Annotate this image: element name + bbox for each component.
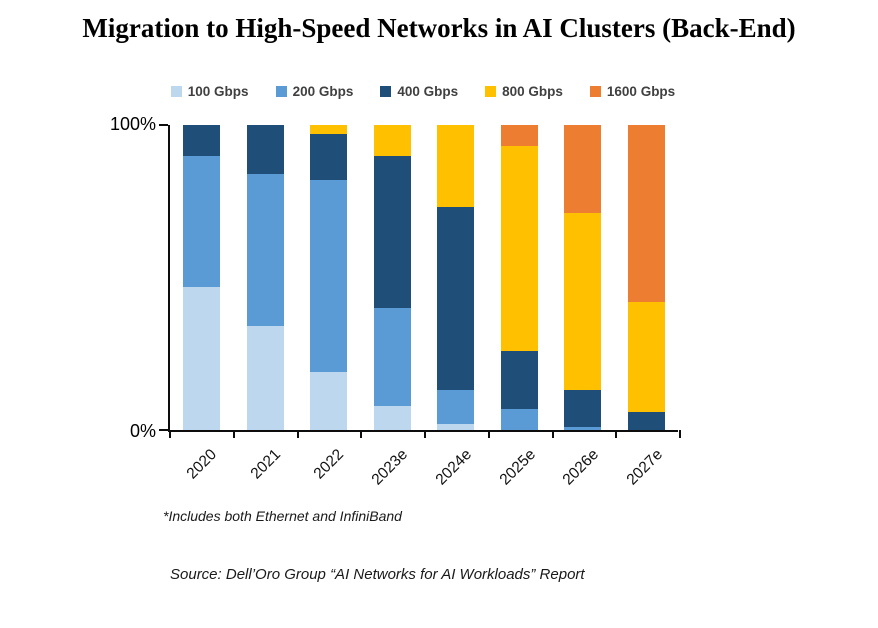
legend-label-800-gbps: 800 Gbps: [502, 84, 563, 99]
legend-swatch-400-gbps: [380, 86, 392, 97]
chart-title: Migration to High-Speed Networks in AI C…: [82, 13, 796, 43]
footnote: *Includes both Ethernet and InfiniBand: [163, 508, 402, 524]
bar-segment-2026e-1600-gbps: [564, 125, 602, 214]
stacked-bar-2022: [310, 125, 348, 430]
x-axis-tick-8: [679, 430, 681, 438]
bar-segment-2024e-400-gbps: [437, 207, 475, 391]
legend-item-100-gbps: 100 Gbps: [170, 84, 249, 99]
bar-segment-2022-200-gbps: [310, 179, 348, 373]
bar-segment-2020-400-gbps: [183, 125, 221, 156]
bar-slot-2023e: [361, 125, 425, 430]
x-axis-tick-3: [360, 430, 363, 438]
legend-item-800-gbps: 800 Gbps: [485, 84, 563, 99]
y-axis-label-0: 0%: [129, 421, 156, 441]
y-axis-label-100: 100%: [109, 114, 156, 134]
legend-label-100-gbps: 100 Gbps: [187, 84, 249, 99]
legend-label-400-gbps: 400 Gbps: [397, 84, 459, 99]
bar-segment-2025e-1600-gbps: [500, 125, 538, 147]
stacked-bar-2025e: [500, 125, 538, 430]
bar-segment-2027e-1600-gbps: [627, 125, 665, 302]
x-axis-tick-5: [487, 430, 490, 438]
x-axis-tick-6: [551, 430, 554, 438]
bar-segment-2023e-800-gbps: [373, 125, 411, 156]
x-axis-tick-4: [424, 430, 426, 438]
bar-segment-2023e-400-gbps: [373, 155, 411, 309]
bar-group: [170, 125, 678, 430]
x-axis-tick-1: [232, 430, 235, 438]
bar-slot-2021: [234, 125, 298, 430]
bar-slot-2020: [170, 125, 234, 430]
bar-slot-2025e: [488, 125, 552, 430]
bar-segment-2025e-800-gbps: [500, 146, 538, 351]
bar-segment-2020-200-gbps: [183, 155, 221, 287]
legend-swatch-1600-gbps: [589, 86, 601, 97]
bar-segment-2026e-800-gbps: [564, 213, 602, 391]
bar-segment-2024e-100-gbps: [437, 423, 475, 430]
bar-segment-2025e-400-gbps: [500, 350, 538, 409]
y-axis-tick-bottom: [159, 429, 168, 431]
plot-area: [159, 124, 681, 438]
bar-slot-2027e: [615, 125, 679, 430]
bar-slot-2024e: [424, 125, 488, 430]
x-axis-label-2026e: 2026e: [559, 446, 603, 489]
bar-segment-2021-200-gbps: [246, 173, 284, 327]
x-axis-label-2025e: 2025e: [496, 446, 539, 489]
bar-segment-2026e-200-gbps: [564, 426, 602, 430]
bar-segment-2021-400-gbps: [246, 125, 284, 174]
stacked-bar-2024e: [437, 125, 475, 430]
legend-label-1600-gbps: 1600 Gbps: [606, 84, 676, 99]
bar-segment-2020-100-gbps: [183, 286, 221, 430]
y-axis-tick-top: [159, 124, 168, 126]
stacked-bar-2026e: [564, 125, 602, 430]
legend-item-400-gbps: 400 Gbps: [380, 84, 458, 99]
legend-item-1600-gbps: 1600 Gbps: [589, 84, 676, 99]
x-axis-tick-7: [615, 430, 618, 438]
bar-segment-2026e-400-gbps: [564, 390, 602, 427]
bar-segment-2025e-200-gbps: [500, 408, 538, 430]
x-axis-label-2024e: 2024e: [432, 446, 475, 489]
bar-slot-2022: [297, 125, 361, 430]
legend-item-200-gbps: 200 Gbps: [275, 84, 354, 99]
bar-segment-2021-100-gbps: [246, 326, 284, 430]
bar-segment-2024e-800-gbps: [437, 125, 475, 208]
stacked-bar-2027e: [627, 125, 665, 430]
x-axis-tick-0: [169, 430, 171, 438]
bar-segment-2027e-800-gbps: [627, 301, 665, 412]
bar-segment-2022-800-gbps: [310, 125, 348, 135]
bar-segment-2023e-100-gbps: [373, 405, 411, 430]
stacked-bar-2023e: [373, 125, 411, 430]
legend-swatch-100-gbps: [170, 86, 182, 97]
bar-segment-2027e-400-gbps: [627, 411, 665, 430]
x-axis-tick-2: [296, 430, 299, 438]
stacked-bar-2020: [183, 125, 221, 430]
legend-swatch-200-gbps: [275, 86, 287, 97]
bar-segment-2024e-200-gbps: [437, 390, 475, 424]
legend-swatch-800-gbps: [485, 86, 497, 97]
x-axis-label-2027e: 2027e: [623, 446, 667, 489]
legend: 100 Gbps 200 Gbps 400 Gbps 800 Gbps 1600 Gbp…: [0, 84, 846, 99]
bar-slot-2026e: [551, 125, 615, 430]
bar-segment-2022-400-gbps: [310, 134, 348, 180]
source-attribution: Source: Dell’Oro Group “AI Networks for …: [170, 566, 585, 583]
bar-segment-2023e-200-gbps: [373, 308, 411, 406]
stacked-bar-2021: [246, 125, 284, 430]
bar-segment-2022-100-gbps: [310, 372, 348, 430]
legend-label-200-gbps: 200 Gbps: [292, 84, 354, 99]
